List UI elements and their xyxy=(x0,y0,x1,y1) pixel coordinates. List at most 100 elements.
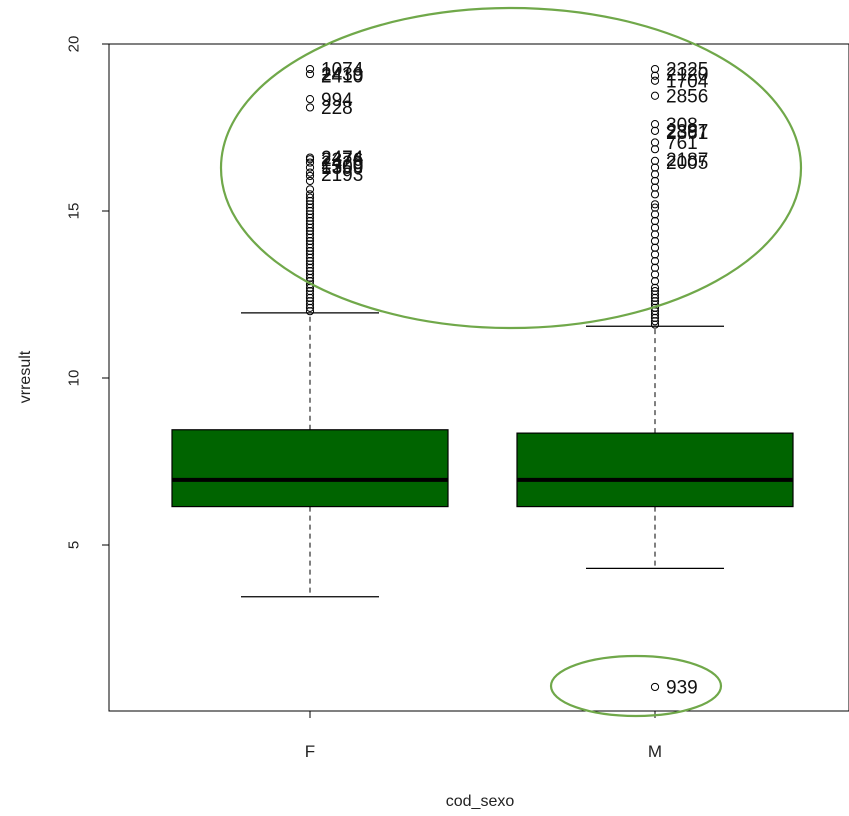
outlier-point xyxy=(305,233,315,242)
outlier-point xyxy=(650,138,660,147)
outlier-point xyxy=(650,176,660,186)
outlier-point xyxy=(650,277,660,286)
outlier-point xyxy=(650,183,660,192)
outlier-point xyxy=(650,91,660,100)
outlier-point xyxy=(650,190,660,199)
outlier-point xyxy=(305,220,315,229)
outlier-point xyxy=(650,270,660,279)
outlier-point xyxy=(305,168,315,177)
outlier-point xyxy=(305,64,315,74)
outlier-point xyxy=(650,200,660,209)
outlier-label: 2420 xyxy=(321,153,363,174)
outlier-point xyxy=(650,230,660,239)
outlier-label: 2410 xyxy=(321,66,363,87)
outlier-label: 228 xyxy=(321,98,353,119)
outlier-point xyxy=(305,303,315,312)
plot-frame xyxy=(108,43,849,712)
outlier-point xyxy=(305,196,315,206)
outlier-point xyxy=(650,203,660,212)
outlier-label: 2439 xyxy=(321,65,363,86)
outlier-point xyxy=(305,210,315,219)
outlier-point xyxy=(305,250,315,259)
outlier-label: 2325 xyxy=(666,60,708,81)
outlier-point xyxy=(305,203,315,212)
outlier-label: 2474 xyxy=(321,148,364,169)
outlier-point xyxy=(305,95,315,104)
outlier-point xyxy=(305,240,315,249)
outlier-point xyxy=(650,163,660,172)
y-tick-label: 10 xyxy=(65,370,82,387)
outlier-point xyxy=(305,163,315,172)
x-axis-label: cod_sexo xyxy=(446,793,515,810)
outlier-point xyxy=(305,213,315,222)
box-F xyxy=(171,429,449,508)
outlier-point xyxy=(650,76,660,85)
outlier-label: 2361 xyxy=(666,123,708,144)
outlier-point xyxy=(650,223,660,232)
outlier-point xyxy=(305,185,315,194)
outlier-point xyxy=(650,120,660,129)
outlier-point xyxy=(650,71,660,80)
outlier-point xyxy=(305,230,315,239)
outlier-label: 2897 xyxy=(666,121,708,142)
outlier-point xyxy=(305,267,315,276)
outlier-point xyxy=(305,287,315,296)
outlier-point xyxy=(305,293,315,302)
outlier-point xyxy=(305,290,315,299)
y-tick-label: 20 xyxy=(65,36,82,53)
outlier-label: 1074 xyxy=(321,60,364,81)
outlier-point xyxy=(650,317,660,326)
outlier-label: 2376 xyxy=(321,150,363,171)
outlier-point xyxy=(650,145,660,154)
outlier-label: 2187 xyxy=(666,150,708,171)
outlier-point xyxy=(650,243,660,252)
outlier-point xyxy=(650,156,660,165)
outlier-point xyxy=(650,210,660,219)
outlier-point xyxy=(305,103,315,112)
outlier-point xyxy=(305,270,315,279)
outlier-point xyxy=(305,273,315,282)
outlier-point xyxy=(305,206,315,216)
outlier-point xyxy=(650,126,660,135)
outlier-label: 2120 xyxy=(666,65,708,86)
outlier-point xyxy=(305,300,315,309)
outlier-point xyxy=(305,193,315,202)
outlier-point xyxy=(650,250,660,259)
outlier-point xyxy=(650,170,660,179)
outlier-point xyxy=(305,153,315,162)
outlier-label: 2005 xyxy=(666,153,708,174)
annotation-ellipse-lower xyxy=(549,654,723,718)
outlier-point xyxy=(650,283,660,292)
outlier-point xyxy=(305,297,315,306)
x-tick-label: F xyxy=(305,742,315,761)
y-tick-label: 15 xyxy=(65,203,82,220)
outlier-point xyxy=(305,263,315,272)
outlier-point xyxy=(650,313,660,322)
outlier-point xyxy=(650,257,660,266)
outlier-point xyxy=(650,64,660,74)
outlier-point xyxy=(305,190,315,199)
outlier-point xyxy=(305,158,315,167)
outlier-point xyxy=(650,300,660,309)
box-M xyxy=(516,432,794,508)
outlier-point xyxy=(650,263,660,272)
outlier-point xyxy=(305,307,315,316)
outlier-point xyxy=(305,223,315,232)
outlier-label: 1500 xyxy=(321,157,363,178)
outlier-point xyxy=(305,243,315,252)
y-tick-label: 5 xyxy=(65,541,82,549)
x-tick-label: M xyxy=(648,742,662,761)
outlier-point xyxy=(650,293,660,302)
outlier-point xyxy=(650,236,660,246)
outlier-point xyxy=(305,246,315,256)
outlier-point xyxy=(305,260,315,269)
outlier-point xyxy=(305,69,315,79)
outlier-label: 939 xyxy=(666,678,698,699)
outlier-point xyxy=(650,287,660,296)
outlier-point xyxy=(305,171,315,181)
outlier-label: 761 xyxy=(666,133,698,154)
outlier-label: 2193 xyxy=(321,165,363,186)
outlier-point xyxy=(305,216,315,226)
outlier-label: 1359 xyxy=(321,158,363,179)
